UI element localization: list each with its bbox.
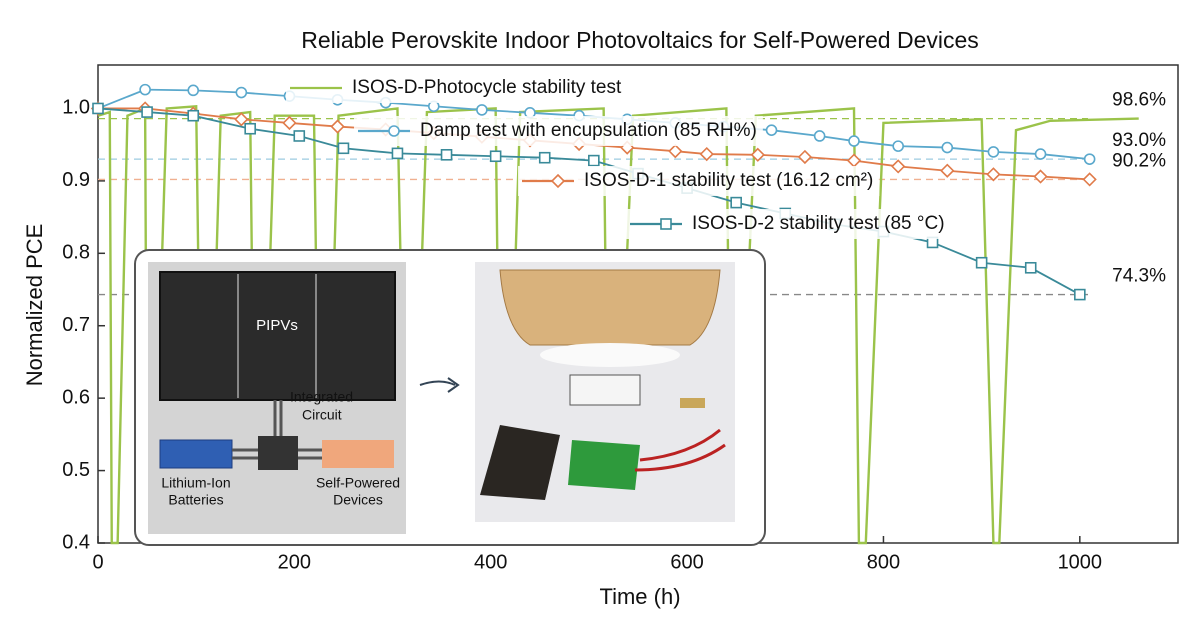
legend-label: ISOS-D-1 stability test (16.12 cm²) — [584, 170, 873, 191]
data-point — [1024, 261, 1037, 274]
data-point — [699, 146, 714, 162]
end-label: 98.6% — [1112, 90, 1166, 111]
data-point — [846, 153, 862, 168]
inset: PIPVs Integrated Circuit Lithium-Ion Bat… — [134, 249, 766, 546]
data-point — [588, 154, 600, 167]
legend-marker — [550, 173, 566, 189]
data-point — [293, 130, 306, 142]
data-point — [891, 159, 906, 174]
data-point — [337, 142, 350, 155]
legend-marker — [388, 125, 400, 137]
data-point — [1082, 172, 1097, 187]
x-tick-label: 800 — [867, 551, 900, 573]
chart-title: Reliable Perovskite Indoor Photovoltaics… — [301, 27, 979, 53]
data-point — [1083, 153, 1096, 165]
circuit-label: Circuit — [302, 407, 342, 423]
data-point — [476, 104, 488, 116]
data-point — [391, 147, 404, 160]
legend-background — [354, 116, 763, 146]
photo-battery — [680, 398, 705, 408]
y-tick-label: 0.9 — [62, 169, 90, 191]
data-point — [813, 130, 826, 142]
data-point — [941, 141, 954, 154]
device-label: Devices — [333, 492, 383, 508]
end-label: 93.0% — [1112, 130, 1166, 151]
data-point — [848, 135, 860, 147]
x-tick-label: 200 — [278, 551, 311, 573]
data-point — [187, 109, 200, 122]
x-tick-label: 600 — [670, 551, 703, 573]
device-label: Self-Powered — [316, 475, 400, 491]
legend-label: Damp test with encupsulation (85 RH%) — [420, 120, 757, 141]
data-point — [330, 119, 345, 134]
y-tick-label: 0.6 — [62, 386, 90, 408]
end-label: 90.2% — [1112, 150, 1166, 171]
data-point — [235, 86, 248, 99]
photo-display — [569, 374, 641, 406]
data-point — [730, 196, 742, 209]
data-point — [489, 150, 502, 163]
data-point — [282, 115, 297, 131]
photo-base — [540, 343, 680, 367]
x-tick-label: 0 — [92, 551, 103, 573]
pipv-label: PIPVs — [256, 317, 298, 334]
data-point — [987, 146, 1000, 158]
data-point — [765, 124, 778, 136]
data-point — [141, 106, 153, 118]
battery-label: Batteries — [168, 492, 223, 508]
y-tick-label: 0.7 — [62, 314, 90, 336]
photo-lamp — [499, 269, 721, 346]
legend-marker — [660, 218, 672, 230]
data-point — [92, 102, 104, 115]
data-point — [750, 147, 765, 162]
data-point — [244, 122, 256, 135]
data-point — [668, 144, 683, 159]
data-point — [986, 167, 1001, 182]
data-point — [1074, 288, 1086, 301]
x-tick-label: 1000 — [1058, 551, 1103, 573]
x-axis-label: Time (h) — [599, 584, 680, 609]
y-tick-label: 1.0 — [62, 97, 90, 119]
ic-chip — [258, 436, 298, 470]
legend-label: ISOS-D-2 stability test (85 °C) — [692, 213, 945, 234]
photo-wire — [634, 428, 726, 472]
data-point — [187, 84, 200, 97]
legend-background — [286, 73, 628, 103]
legend-label: ISOS-D-Photocycle stability test — [352, 77, 622, 98]
data-point — [1033, 169, 1048, 184]
data-point — [797, 149, 813, 165]
data-point — [538, 151, 551, 164]
y-tick-label: 0.8 — [62, 242, 90, 264]
y-tick-label: 0.4 — [62, 531, 90, 553]
data-point — [234, 112, 249, 127]
photo-board — [568, 440, 640, 490]
y-axis-label: Normalized PCE — [22, 224, 47, 387]
battery — [159, 439, 233, 469]
data-point — [975, 256, 988, 269]
pipv-module — [159, 271, 396, 401]
data-point — [892, 140, 904, 152]
legend: ISOS-D-Photocycle stability test Damp tes… — [286, 73, 951, 239]
x-tick-label: 400 — [474, 551, 507, 573]
data-point — [1034, 148, 1047, 160]
y-tick-label: 0.5 — [62, 459, 90, 481]
legend-background — [518, 166, 880, 196]
photo-panel — [480, 425, 560, 500]
data-point — [440, 149, 453, 161]
end-label: 74.3% — [1112, 266, 1166, 287]
circuit-label: Integrated — [290, 389, 353, 405]
arrow — [419, 377, 460, 393]
battery-label: Lithium-Ion — [161, 475, 230, 491]
device — [322, 440, 394, 468]
data-point — [139, 83, 151, 96]
data-point — [940, 163, 955, 178]
